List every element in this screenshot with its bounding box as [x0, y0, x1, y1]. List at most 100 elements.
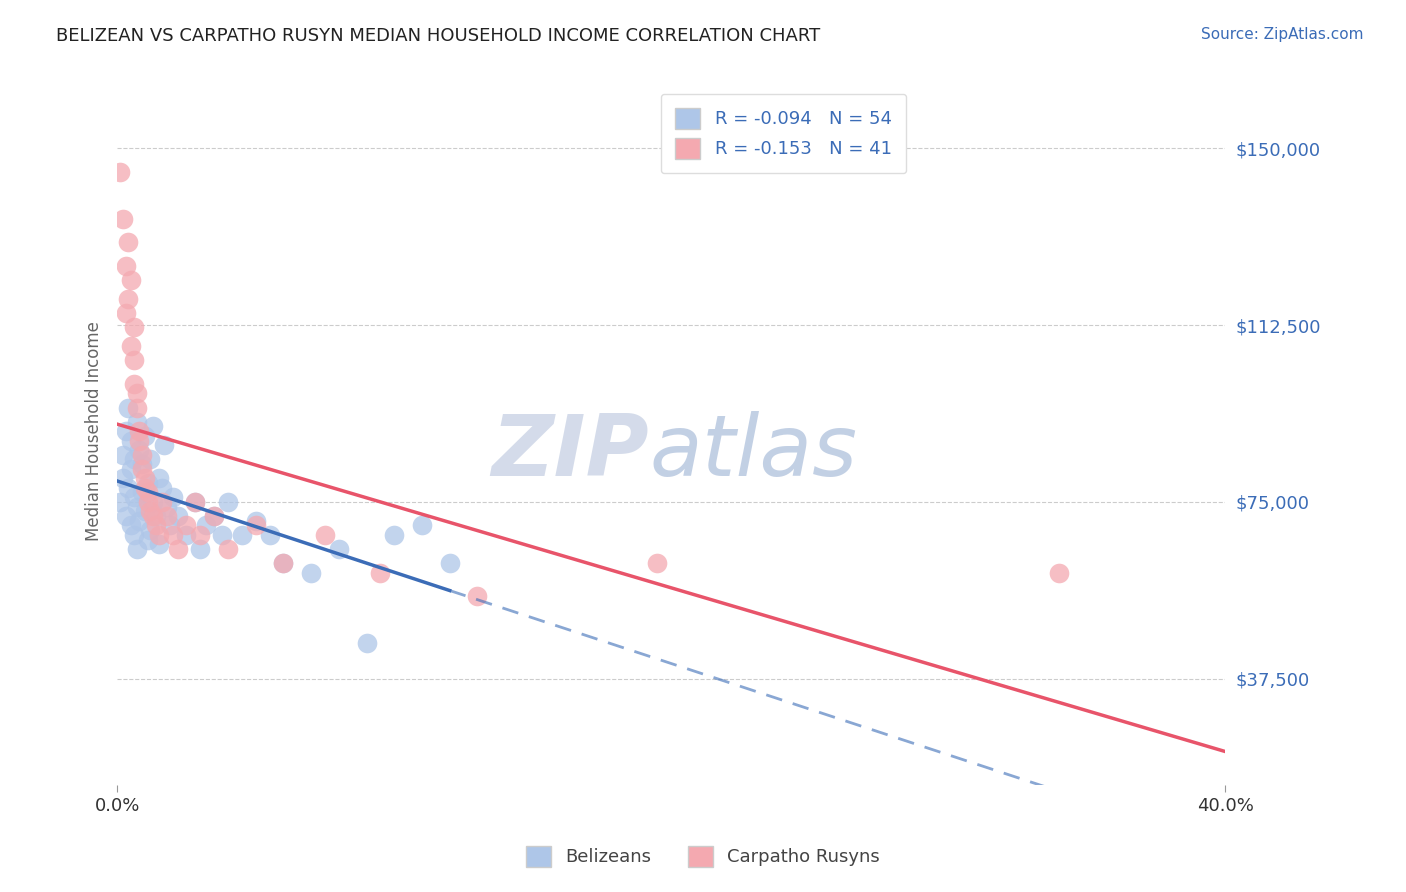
Point: [167, 541, 190, 556]
Point: [128, 434, 150, 448]
Point: [245, 518, 267, 533]
Point: [382, 528, 405, 542]
Point: [117, 401, 139, 415]
Point: [148, 528, 170, 542]
Point: [122, 376, 145, 391]
Point: [467, 589, 489, 603]
Point: [134, 429, 156, 443]
Point: [150, 495, 173, 509]
Point: [114, 424, 136, 438]
Point: [328, 541, 350, 556]
Point: [245, 514, 267, 528]
Point: [120, 273, 142, 287]
Point: [647, 556, 669, 570]
Point: [356, 636, 378, 650]
Legend: R = -0.094   N = 54, R = -0.153   N = 41: R = -0.094 N = 54, R = -0.153 N = 41: [661, 94, 905, 173]
Text: atlas: atlas: [650, 411, 858, 494]
Point: [439, 556, 461, 570]
Point: [188, 528, 211, 542]
Point: [162, 528, 184, 542]
Point: [259, 528, 281, 542]
Point: [202, 508, 225, 523]
Point: [114, 259, 136, 273]
Point: [117, 481, 139, 495]
Text: Source: ZipAtlas.com: Source: ZipAtlas.com: [1201, 27, 1364, 42]
Point: [111, 211, 134, 226]
Point: [125, 500, 148, 514]
Point: [134, 471, 156, 485]
Point: [120, 434, 142, 448]
Point: [122, 490, 145, 504]
Point: [273, 556, 295, 570]
Point: [111, 471, 134, 485]
Point: [176, 518, 198, 533]
Point: [148, 471, 170, 485]
Point: [125, 401, 148, 415]
Point: [108, 495, 131, 509]
Point: [194, 518, 217, 533]
Point: [202, 508, 225, 523]
Point: [139, 523, 162, 537]
Point: [159, 518, 181, 533]
Point: [117, 292, 139, 306]
Point: [1047, 566, 1070, 580]
Point: [122, 528, 145, 542]
Point: [120, 339, 142, 353]
Point: [136, 485, 159, 500]
Point: [156, 500, 179, 514]
Point: [176, 528, 198, 542]
Point: [125, 415, 148, 429]
Point: [120, 518, 142, 533]
Point: [184, 495, 207, 509]
Point: [139, 504, 162, 518]
Point: [142, 495, 165, 509]
Point: [122, 320, 145, 334]
Point: [117, 235, 139, 250]
Point: [150, 481, 173, 495]
Point: [188, 541, 211, 556]
Point: [314, 528, 336, 542]
Point: [231, 528, 253, 542]
Point: [114, 306, 136, 320]
Point: [148, 537, 170, 551]
Point: [217, 541, 239, 556]
Point: [184, 495, 207, 509]
Point: [211, 528, 233, 542]
Point: [131, 457, 153, 471]
Point: [136, 495, 159, 509]
Point: [136, 475, 159, 490]
Point: [153, 438, 176, 452]
Point: [411, 518, 433, 533]
Y-axis label: Median Household Income: Median Household Income: [86, 321, 103, 541]
Point: [128, 424, 150, 438]
Point: [131, 462, 153, 476]
Point: [125, 541, 148, 556]
Point: [131, 448, 153, 462]
Text: BELIZEAN VS CARPATHO RUSYN MEDIAN HOUSEHOLD INCOME CORRELATION CHART: BELIZEAN VS CARPATHO RUSYN MEDIAN HOUSEH…: [56, 27, 821, 45]
Point: [299, 566, 322, 580]
Text: ZIP: ZIP: [492, 411, 650, 494]
Point: [108, 165, 131, 179]
Legend: Belizeans, Carpatho Rusyns: Belizeans, Carpatho Rusyns: [519, 838, 887, 874]
Point: [162, 490, 184, 504]
Point: [145, 508, 167, 523]
Point: [125, 386, 148, 401]
Point: [122, 452, 145, 467]
Point: [139, 452, 162, 467]
Point: [142, 419, 165, 434]
Point: [114, 508, 136, 523]
Point: [111, 448, 134, 462]
Point: [128, 514, 150, 528]
Point: [217, 495, 239, 509]
Point: [156, 508, 179, 523]
Point: [142, 508, 165, 523]
Point: [131, 485, 153, 500]
Point: [120, 462, 142, 476]
Point: [122, 353, 145, 368]
Point: [370, 566, 392, 580]
Point: [145, 518, 167, 533]
Point: [136, 533, 159, 547]
Point: [273, 556, 295, 570]
Point: [128, 442, 150, 457]
Point: [134, 504, 156, 518]
